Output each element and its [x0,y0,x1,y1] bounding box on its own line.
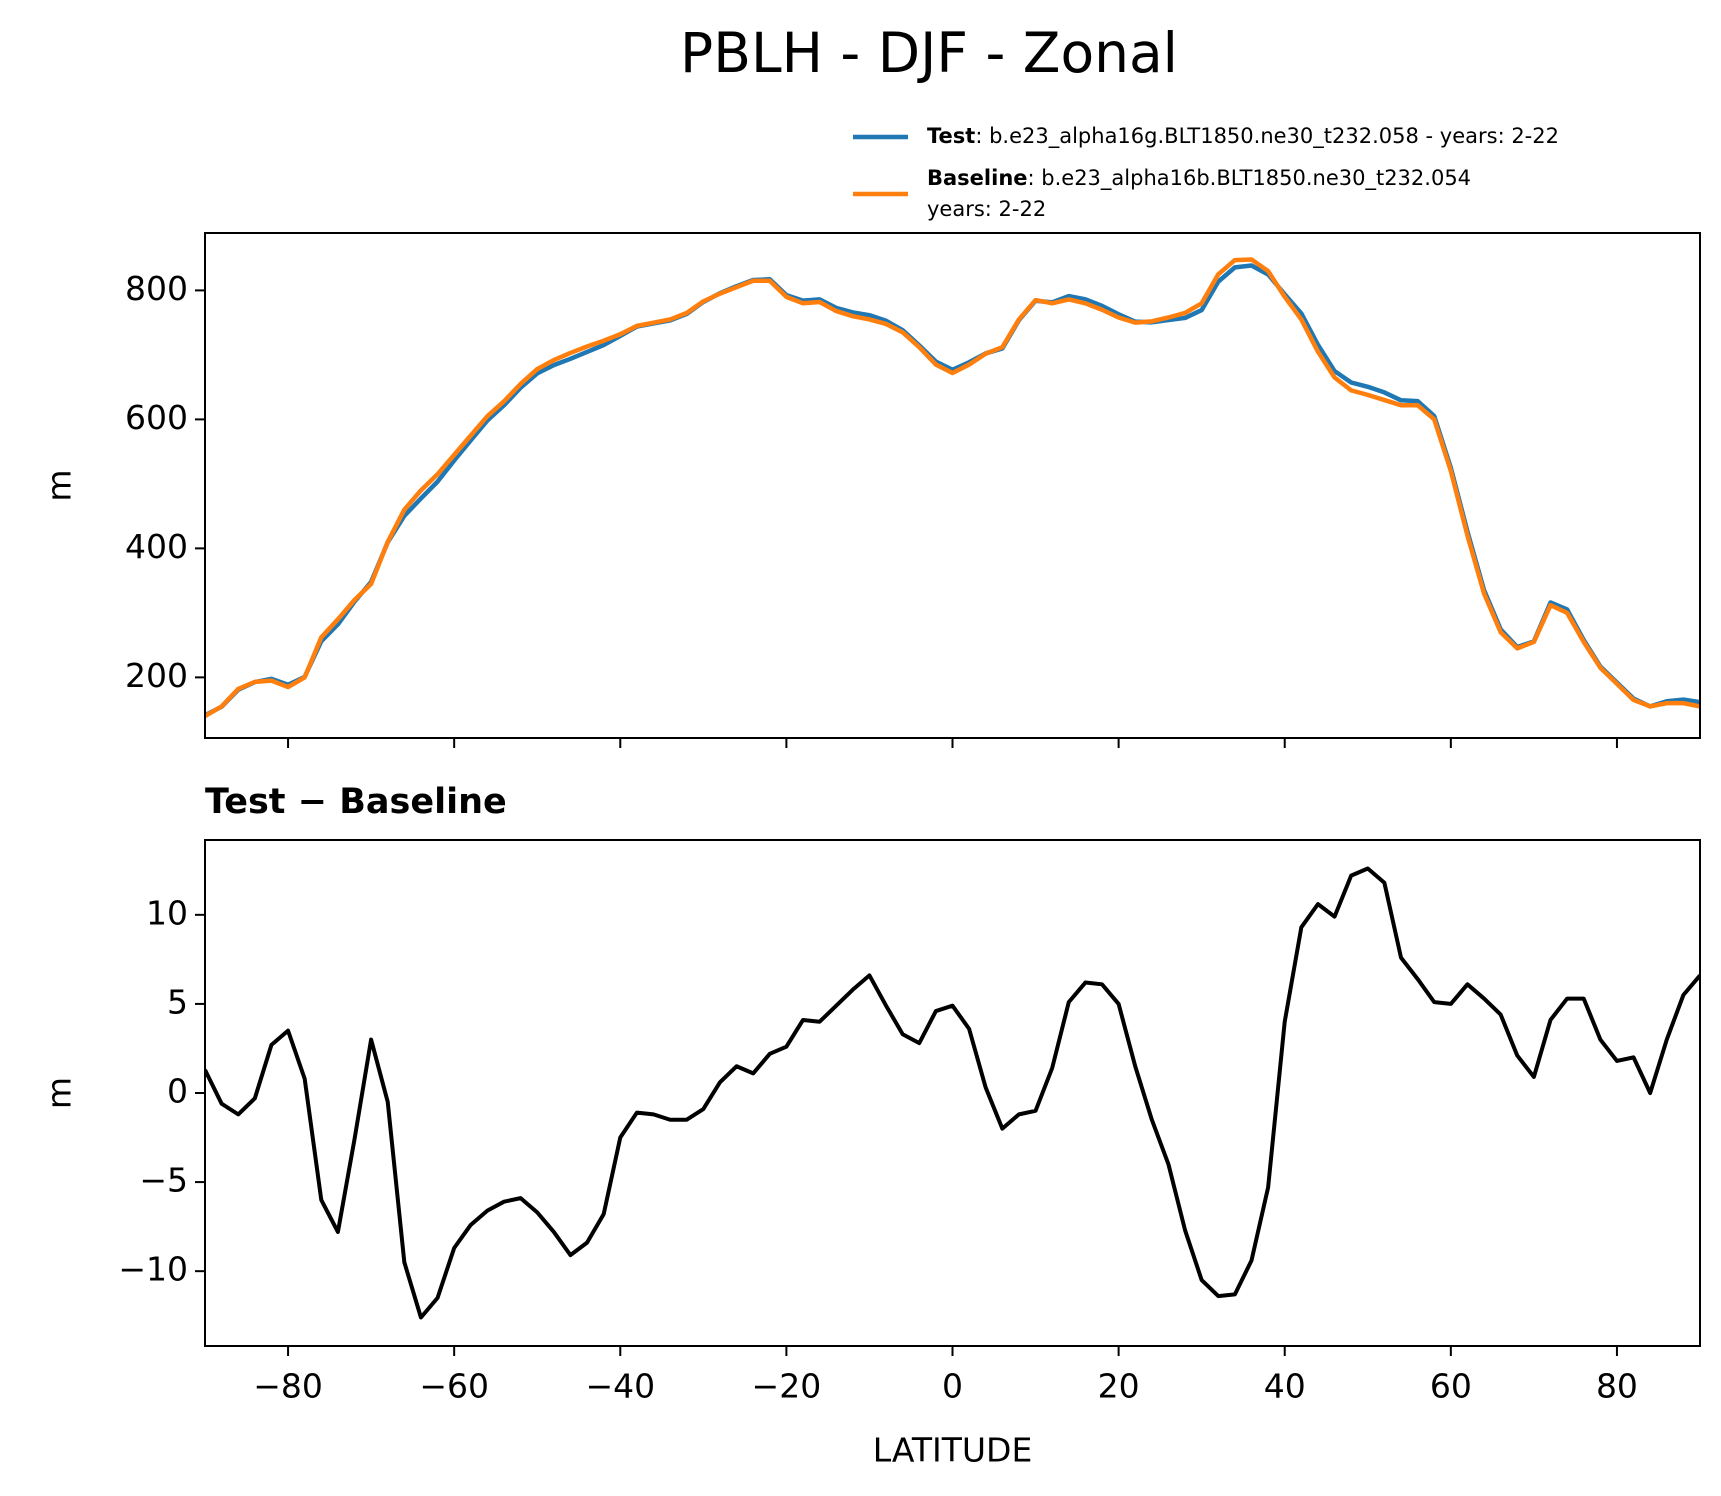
y-tick-label: −10 [118,1250,188,1289]
legend-description: : b.e23_alpha16b.BLT1850.ne30_t232.054 [1028,166,1472,191]
x-tick-label: −40 [585,1367,655,1406]
y-axis-label: m [40,1077,79,1109]
y-tick-label: 0 [167,1072,188,1111]
x-tick-label: 20 [1098,1367,1140,1406]
plot-area [205,866,1700,1320]
y-tick-label: 400 [125,527,188,566]
y-tick-label: 5 [167,982,188,1021]
legend-entry: Baseline: b.e23_alpha16b.BLT1850.ne30_t2… [927,166,1471,191]
axes-frame [204,232,1701,739]
figure-title: PBLH - DJF - Zonal [680,21,1178,85]
legend-entry: Test: b.e23_alpha16g.BLT1850.ne30_t232.0… [927,124,1559,149]
x-tick-label: 0 [942,1367,963,1406]
data-line [205,257,1700,719]
x-tick-label: 40 [1264,1367,1306,1406]
axes-title: Test − Baseline [205,782,507,822]
y-tick-label: 800 [125,269,188,308]
plot-area [205,257,1700,719]
legend-name: Baseline [927,166,1028,190]
x-tick-label: −80 [253,1367,323,1406]
axes-frame [204,839,1701,1347]
y-axis-label: m [40,469,79,501]
x-axis-label: LATITUDE [873,1431,1033,1470]
x-tick-label: 80 [1596,1367,1638,1406]
x-tick-label: 60 [1430,1367,1472,1406]
x-tick-label: −60 [419,1367,489,1406]
x-tick-label: −20 [752,1367,822,1406]
y-tick-label: 10 [146,893,188,932]
data-line [205,866,1700,1320]
y-tick-label: −5 [139,1161,188,1200]
legend-name: Test [927,124,975,148]
legend-description: : b.e23_alpha16g.BLT1850.ne30_t232.058 -… [975,124,1559,149]
y-tick-label: 600 [125,398,188,437]
y-tick-label: 200 [125,656,188,695]
legend-description: years: 2-22 [927,197,1046,221]
